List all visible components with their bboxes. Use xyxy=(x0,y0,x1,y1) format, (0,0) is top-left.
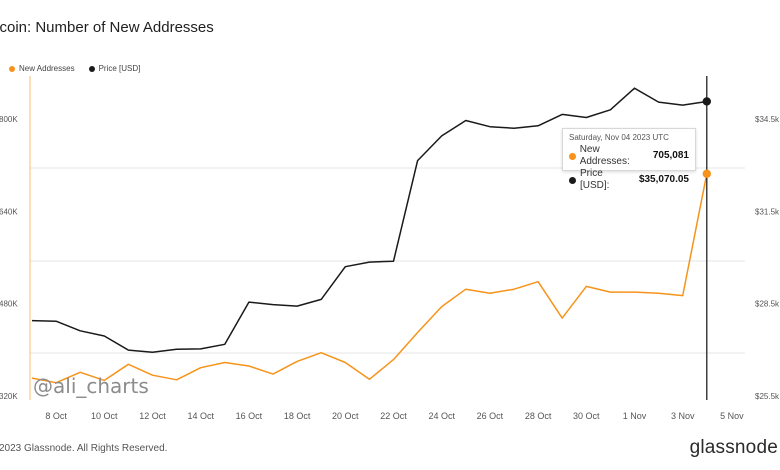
tooltip-addresses-label: New Addresses: xyxy=(579,144,630,167)
x-axis-tick-label: 10 Oct xyxy=(91,411,118,421)
hover-point-price xyxy=(702,97,711,106)
left-axis-tick-label: 800K xyxy=(0,115,18,124)
right-axis-tick-label: $25.5k xyxy=(755,392,780,401)
x-axis-tick-label: 12 Oct xyxy=(139,411,166,421)
hover-tooltip: Saturday, Nov 04 2023 UTC New Addresses:… xyxy=(562,128,696,191)
tooltip-swatch-orange xyxy=(569,152,576,160)
tooltip-addresses-value: 705,081 xyxy=(652,150,689,161)
x-axis-tick-label: 8 Oct xyxy=(45,411,67,421)
tooltip-price-label: Price [USD]: xyxy=(579,168,610,191)
legend-swatch-black xyxy=(88,65,95,72)
tooltip-price-value: $35,070.05 xyxy=(638,174,689,185)
legend-label-price: Price [USD] xyxy=(98,64,141,73)
x-axis-tick-label: 18 Oct xyxy=(284,411,311,421)
legend-item-new-addresses[interactable]: New Addresses xyxy=(9,64,75,73)
glassnode-logo: glassnode xyxy=(689,437,778,458)
x-axis-tick-label: 5 Nov xyxy=(720,411,744,421)
legend-item-price[interactable]: Price [USD] xyxy=(88,64,141,73)
right-axis-tick-label: $28.5k xyxy=(755,300,780,309)
left-axis-tick-label: 480K xyxy=(0,300,18,309)
series-line-new-addresses xyxy=(31,173,708,384)
tooltip-row-addresses: New Addresses: 705,081 xyxy=(569,144,689,168)
x-axis-tick-label: 22 Oct xyxy=(380,411,407,421)
tooltip-date: Saturday, Nov 04 2023 UTC xyxy=(569,133,669,142)
x-axis-tick-label: 28 Oct xyxy=(525,411,552,421)
x-axis-tick-label: 1 Nov xyxy=(623,411,647,421)
x-axis-tick-label: 20 Oct xyxy=(332,411,359,421)
x-axis-tick-label: 24 Oct xyxy=(428,411,455,421)
x-axis-tick-label: 14 Oct xyxy=(187,411,214,421)
watermark-text: @ali_charts xyxy=(33,374,149,398)
tooltip-swatch-black xyxy=(569,176,576,184)
right-axis-tick-label: $34.5k xyxy=(755,115,780,124)
copyright-text: 2023 Glassnode. All Rights Reserved. xyxy=(0,443,168,454)
tooltip-row-price: Price [USD]: $35,070.05 xyxy=(569,168,689,192)
legend-swatch-orange xyxy=(9,65,15,72)
x-axis-tick-label: 3 Nov xyxy=(671,411,695,421)
left-axis-tick-label: 640K xyxy=(0,207,18,216)
x-axis-tick-label: 30 Oct xyxy=(573,411,600,421)
chart-title: itcoin: Number of New Addresses xyxy=(0,19,214,36)
x-axis-tick-label: 16 Oct xyxy=(236,411,263,421)
chart-legend: New Addresses Price [USD] xyxy=(9,64,140,73)
series-line-price xyxy=(31,87,707,354)
hover-point-new-addresses xyxy=(702,169,711,178)
right-axis-tick-label: $31.5k xyxy=(755,207,780,216)
legend-label-new-addresses: New Addresses xyxy=(19,64,75,73)
left-axis-tick-label: 320K xyxy=(0,392,18,401)
x-axis-tick-label: 26 Oct xyxy=(477,411,504,421)
